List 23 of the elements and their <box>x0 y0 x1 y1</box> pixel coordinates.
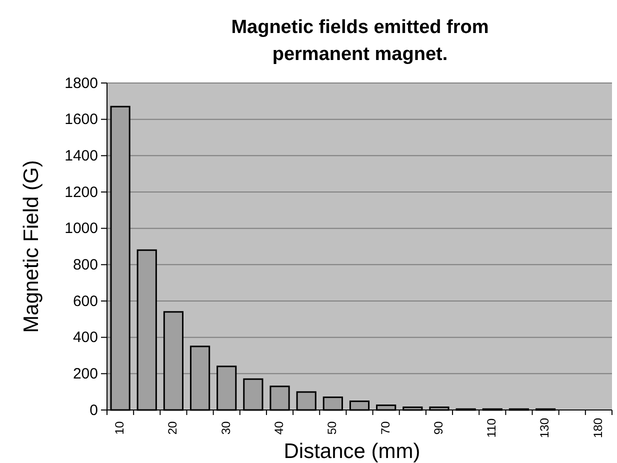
x-tick-label: 180 <box>590 418 605 438</box>
y-tick-label: 1400 <box>64 147 98 164</box>
x-axis-title: Distance (mm) <box>284 440 420 463</box>
y-tick-label: 600 <box>72 292 98 310</box>
x-tick-label: 130 <box>538 418 552 438</box>
x-tick-label: 40 <box>272 421 286 435</box>
y-tick-label: 400 <box>72 329 98 346</box>
y-axis-title: Magnetic Field (G) <box>20 160 43 333</box>
y-tick-label: 800 <box>72 256 98 274</box>
x-tick-label: 20 <box>166 421 180 435</box>
y-tick-label: 1600 <box>64 111 98 128</box>
x-tick-label: 50 <box>325 421 340 435</box>
chart-title: Magnetic fields emitted from permanent magnet. <box>231 17 489 65</box>
y-tick-label: 1800 <box>64 74 98 92</box>
y-tick-label: 1200 <box>64 184 98 201</box>
x-tick-label: 10 <box>112 421 126 435</box>
y-tick-label: 0 <box>90 402 98 419</box>
x-tick-label: 90 <box>431 421 446 435</box>
x-tick-label: 30 <box>218 421 233 435</box>
x-tick-label: 110 <box>484 418 499 438</box>
y-tick-label: 200 <box>72 365 98 382</box>
x-tick-label: 70 <box>378 421 392 435</box>
y-tick-label: 1000 <box>64 220 98 238</box>
